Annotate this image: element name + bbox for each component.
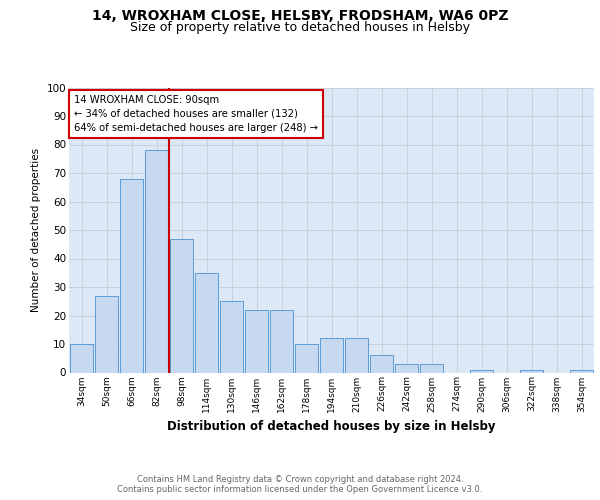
Bar — [95, 296, 118, 372]
Bar — [119, 178, 143, 372]
Text: 14, WROXHAM CLOSE, HELSBY, FRODSHAM, WA6 0PZ: 14, WROXHAM CLOSE, HELSBY, FRODSHAM, WA6… — [92, 9, 508, 23]
Text: 14 WROXHAM CLOSE: 90sqm
← 34% of detached houses are smaller (132)
64% of semi-d: 14 WROXHAM CLOSE: 90sqm ← 34% of detache… — [74, 94, 318, 132]
Bar — [145, 150, 169, 372]
Bar — [344, 338, 368, 372]
Bar — [269, 310, 293, 372]
Y-axis label: Number of detached properties: Number of detached properties — [31, 148, 41, 312]
Bar — [245, 310, 268, 372]
Text: Contains HM Land Registry data © Crown copyright and database right 2024.
Contai: Contains HM Land Registry data © Crown c… — [118, 474, 482, 494]
Bar — [170, 238, 193, 372]
Bar — [295, 344, 319, 372]
Bar — [220, 301, 244, 372]
Bar — [419, 364, 443, 372]
Text: Size of property relative to detached houses in Helsby: Size of property relative to detached ho… — [130, 21, 470, 34]
Bar — [520, 370, 544, 372]
Bar — [370, 356, 394, 372]
Bar — [395, 364, 418, 372]
Bar — [194, 273, 218, 372]
Bar — [320, 338, 343, 372]
X-axis label: Distribution of detached houses by size in Helsby: Distribution of detached houses by size … — [167, 420, 496, 433]
Bar — [70, 344, 94, 372]
Bar — [569, 370, 593, 372]
Bar — [470, 370, 493, 372]
